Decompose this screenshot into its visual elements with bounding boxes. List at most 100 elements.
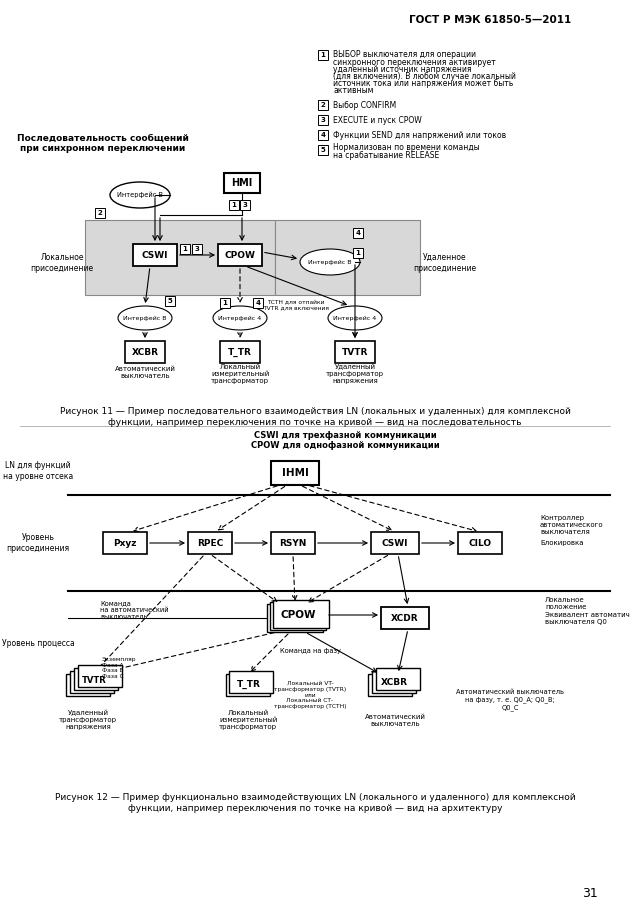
FancyBboxPatch shape: [224, 173, 260, 193]
FancyBboxPatch shape: [192, 244, 202, 254]
FancyBboxPatch shape: [125, 341, 165, 363]
Text: синхронного переключения активирует: синхронного переключения активирует: [333, 58, 496, 67]
FancyBboxPatch shape: [271, 461, 319, 485]
Text: 3: 3: [321, 117, 326, 123]
Ellipse shape: [328, 306, 382, 330]
Text: источник тока или напряжения может быть: источник тока или напряжения может быть: [333, 79, 513, 88]
Text: на срабатывание RELEASE: на срабатывание RELEASE: [333, 151, 439, 160]
FancyBboxPatch shape: [95, 208, 105, 218]
Ellipse shape: [213, 306, 267, 330]
Text: XCBR: XCBR: [132, 348, 159, 356]
FancyBboxPatch shape: [70, 671, 114, 693]
Text: Блокировка: Блокировка: [540, 540, 583, 546]
Text: Интерфейс 4: Интерфейс 4: [219, 315, 261, 320]
FancyBboxPatch shape: [218, 244, 262, 266]
Text: Интерфейс 4: Интерфейс 4: [333, 315, 377, 320]
Text: 31: 31: [582, 887, 598, 899]
Text: CSWI: CSWI: [382, 539, 408, 548]
Text: TVTR: TVTR: [342, 348, 368, 356]
FancyBboxPatch shape: [376, 668, 420, 690]
FancyBboxPatch shape: [103, 532, 147, 554]
Text: Последовательность сообщений
при синхронном переключении: Последовательность сообщений при синхрон…: [17, 133, 189, 152]
FancyBboxPatch shape: [271, 532, 315, 554]
FancyBboxPatch shape: [270, 602, 326, 630]
FancyBboxPatch shape: [371, 532, 419, 554]
FancyBboxPatch shape: [85, 220, 275, 295]
Text: 1: 1: [232, 202, 236, 208]
Text: 4: 4: [256, 300, 260, 306]
Text: 2: 2: [321, 102, 325, 108]
Text: ТСТН для отпайки
TVTR для включения: ТСТН для отпайки TVTR для включения: [263, 299, 329, 310]
FancyBboxPatch shape: [318, 100, 328, 110]
FancyBboxPatch shape: [267, 604, 323, 632]
FancyBboxPatch shape: [180, 244, 190, 254]
Text: Интерфейс B: Интерфейс B: [117, 192, 163, 198]
Text: CILO: CILO: [469, 539, 491, 548]
Text: (для включения). В любом случае локальный: (для включения). В любом случае локальны…: [333, 71, 516, 80]
Text: Нормализован по времени команды: Нормализован по времени команды: [333, 142, 479, 152]
FancyBboxPatch shape: [229, 200, 239, 210]
FancyBboxPatch shape: [165, 296, 175, 306]
Text: Рисунок 12 — Пример функционально взаимодействующих LN (локального и удаленного): Рисунок 12 — Пример функционально взаимо…: [55, 793, 575, 813]
FancyBboxPatch shape: [74, 668, 118, 690]
Text: Автоматический
выключатель: Автоматический выключатель: [365, 713, 425, 727]
Text: Команда
на автоматический
выключатель: Команда на автоматический выключатель: [100, 600, 169, 620]
Text: Удаленное
присоединение: Удаленное присоединение: [413, 253, 476, 273]
FancyBboxPatch shape: [66, 674, 110, 696]
Text: CSWI: CSWI: [142, 250, 168, 259]
FancyBboxPatch shape: [318, 115, 328, 125]
Text: 2: 2: [98, 210, 102, 216]
FancyBboxPatch shape: [381, 607, 429, 629]
FancyBboxPatch shape: [353, 248, 363, 258]
Text: CPOW: CPOW: [280, 610, 316, 620]
Text: Локальное
положение: Локальное положение: [545, 596, 587, 610]
Text: Интерфейс B: Интерфейс B: [123, 315, 167, 320]
FancyBboxPatch shape: [458, 532, 502, 554]
Text: Удаленный
трансформатор
напряжения: Удаленный трансформатор напряжения: [59, 709, 117, 730]
Text: Эквивалент автоматического
выключателя Q0: Эквивалент автоматического выключателя Q…: [545, 612, 630, 624]
Text: 1: 1: [222, 300, 227, 306]
FancyBboxPatch shape: [78, 665, 122, 687]
Text: 4: 4: [321, 132, 326, 138]
Text: Рисунок 11 — Пример последовательного взаимодействия LN (локальных и удаленных) : Рисунок 11 — Пример последовательного вз…: [60, 407, 570, 426]
Text: Экземпляр
Фаза A
Фаза B
Фаза C: Экземпляр Фаза A Фаза B Фаза C: [102, 656, 137, 679]
Text: CPOW: CPOW: [224, 250, 255, 259]
Text: CPOW для однофазной коммуникации: CPOW для однофазной коммуникации: [251, 440, 439, 449]
Text: 4: 4: [355, 230, 360, 236]
Text: Функции SEND для напряжений или токов: Функции SEND для напряжений или токов: [333, 131, 506, 140]
FancyBboxPatch shape: [133, 244, 177, 266]
Text: Локальный
измерительный
трансформатор: Локальный измерительный трансформатор: [219, 709, 277, 730]
FancyBboxPatch shape: [240, 200, 250, 210]
Text: Контроллер
автоматического
выключателя: Контроллер автоматического выключателя: [540, 515, 604, 535]
FancyBboxPatch shape: [226, 674, 270, 696]
FancyBboxPatch shape: [220, 298, 230, 308]
Ellipse shape: [110, 182, 170, 208]
FancyBboxPatch shape: [353, 228, 363, 238]
FancyBboxPatch shape: [188, 532, 232, 554]
Text: HMI: HMI: [231, 178, 253, 188]
Text: XCDR: XCDR: [391, 614, 419, 623]
Text: Выбор CONFIRM: Выбор CONFIRM: [333, 100, 396, 110]
Text: ВЫБОР выключателя для операции: ВЫБОР выключателя для операции: [333, 49, 476, 58]
FancyBboxPatch shape: [275, 220, 420, 295]
FancyBboxPatch shape: [318, 50, 328, 60]
Text: активным: активным: [333, 86, 374, 95]
Text: 1: 1: [355, 250, 360, 256]
Text: Удаленный
трансформатор
напряжения: Удаленный трансформатор напряжения: [326, 363, 384, 384]
Text: 1: 1: [183, 246, 188, 252]
Text: RPEC: RPEC: [197, 539, 223, 548]
FancyBboxPatch shape: [318, 130, 328, 140]
Text: 3: 3: [243, 202, 248, 208]
Text: Автоматический
выключатель: Автоматический выключатель: [115, 365, 175, 379]
Text: Локальный VT-
трансформатор (TVTR)
или
Локальный СТ-
трансформатор (ТСТН): Локальный VT- трансформатор (TVTR) или Л…: [274, 681, 347, 709]
FancyBboxPatch shape: [273, 600, 329, 628]
FancyBboxPatch shape: [335, 341, 375, 363]
Text: Интерфейс B: Интерфейс B: [308, 259, 352, 265]
Text: T_TR: T_TR: [228, 348, 252, 357]
Text: 3: 3: [195, 246, 200, 252]
FancyBboxPatch shape: [318, 145, 328, 155]
Text: 1: 1: [321, 52, 326, 58]
Text: Pxyz: Pxyz: [113, 539, 137, 548]
FancyBboxPatch shape: [372, 671, 416, 693]
FancyBboxPatch shape: [220, 341, 260, 363]
